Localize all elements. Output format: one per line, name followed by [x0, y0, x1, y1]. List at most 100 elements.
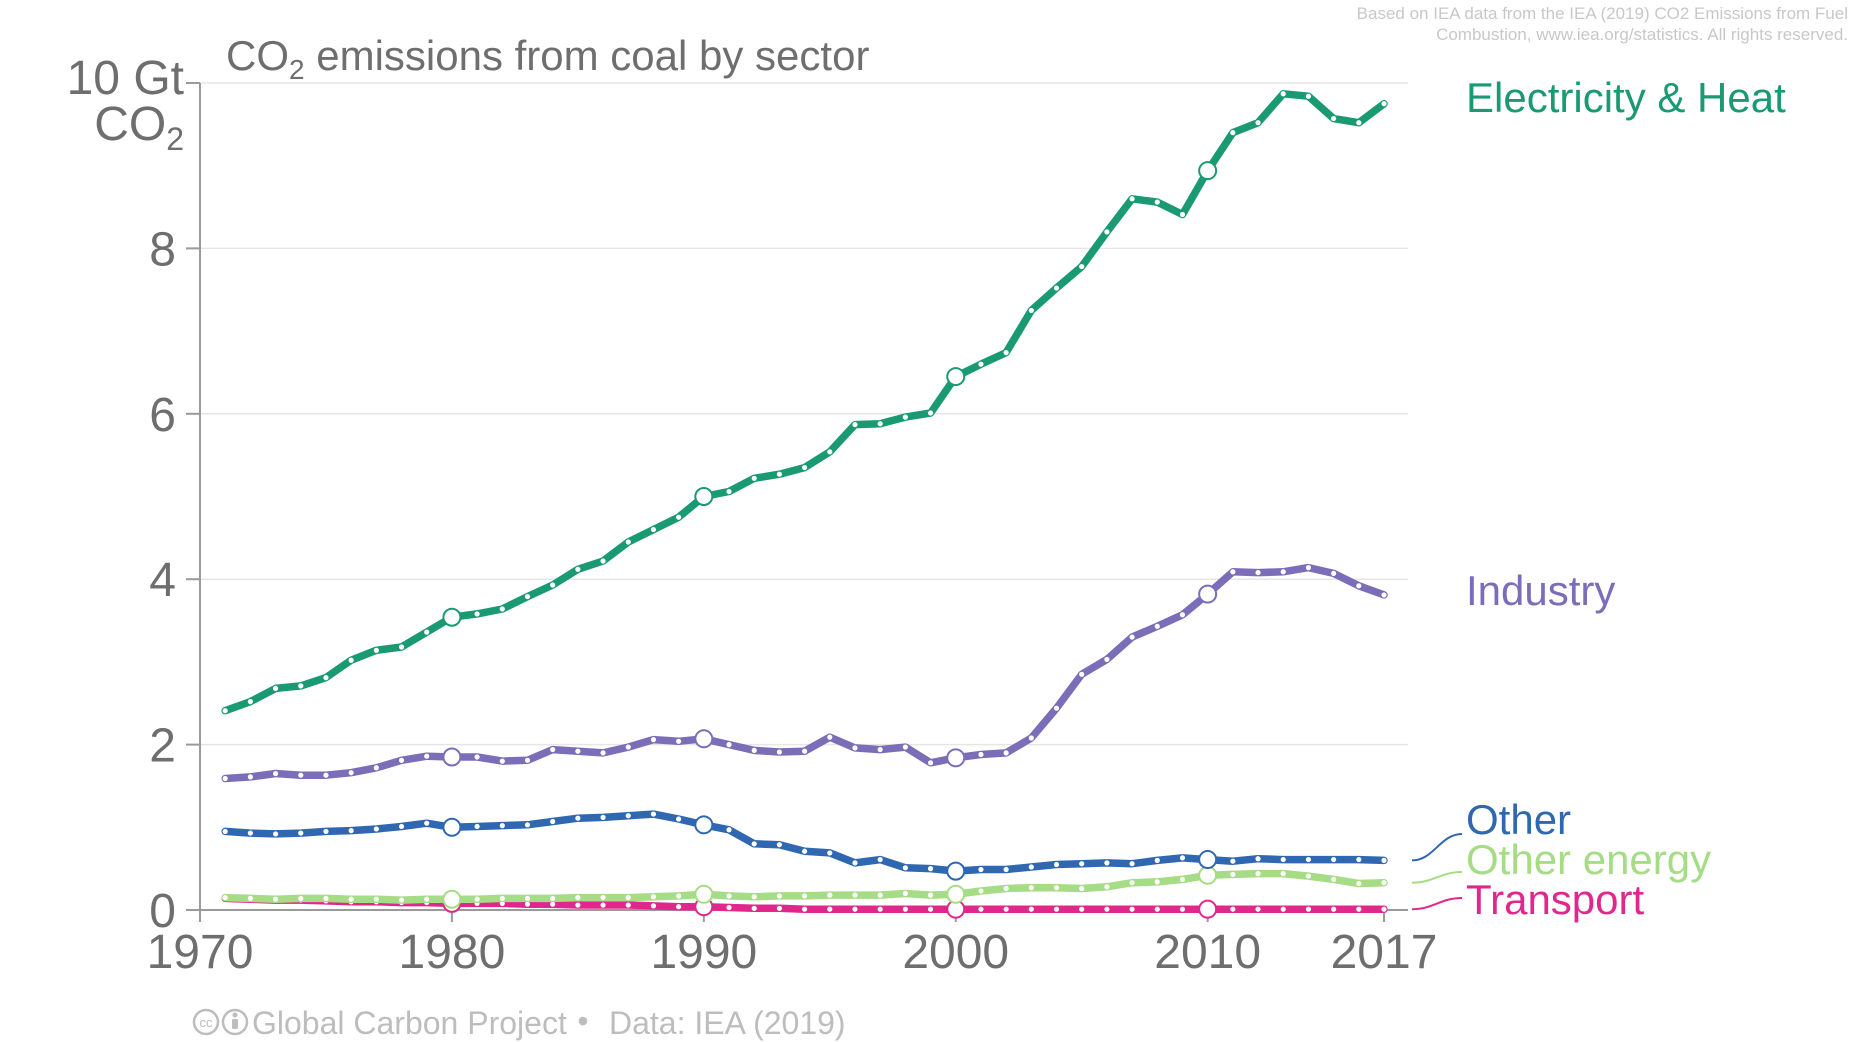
data-point — [1104, 860, 1110, 866]
data-point — [625, 813, 631, 819]
series-industry — [221, 563, 1388, 783]
data-point — [1255, 871, 1261, 877]
series-electricity-heat — [221, 90, 1388, 715]
data-point-highlight — [1198, 899, 1218, 919]
data-point — [323, 772, 329, 778]
data-point — [978, 906, 984, 912]
data-point — [1280, 871, 1286, 877]
data-point — [625, 894, 631, 901]
data-point-highlight — [946, 861, 966, 881]
data-point — [650, 903, 657, 909]
data-point — [852, 421, 858, 428]
data-point — [927, 410, 934, 416]
x-tick-label: 2017 — [1331, 926, 1438, 979]
data-point — [1079, 263, 1085, 270]
data-point — [751, 747, 757, 753]
data-point — [776, 749, 783, 755]
data-point — [1028, 864, 1034, 870]
data-point — [650, 526, 657, 533]
x-tick-label: 2000 — [902, 926, 1009, 979]
series-label-electricity-heat: Electricity & Heat — [1466, 74, 1786, 121]
y-tick-label: 0 — [149, 885, 176, 938]
credit-line-2: Combustion, www.iea.org/statistics. All … — [1436, 25, 1848, 44]
data-point — [1104, 229, 1110, 235]
data-point — [751, 475, 757, 481]
data-point — [1356, 906, 1362, 912]
x-tick-label: 1980 — [399, 926, 506, 979]
data-point — [1381, 101, 1387, 107]
data-point — [1154, 906, 1160, 912]
data-point — [726, 488, 732, 495]
data-point — [676, 816, 682, 822]
data-point — [222, 894, 228, 901]
data-point-highlight — [946, 367, 966, 387]
data-point — [1381, 906, 1387, 912]
x-tick-label: 1990 — [650, 926, 757, 979]
data-point — [827, 449, 833, 455]
data-point — [222, 775, 228, 782]
data-point — [348, 896, 354, 902]
series-lines — [221, 90, 1388, 919]
data-point — [1230, 130, 1236, 136]
data-point — [1230, 906, 1236, 912]
data-point — [1154, 623, 1160, 629]
data-point — [575, 748, 581, 754]
data-point — [298, 830, 304, 836]
data-point — [902, 414, 908, 420]
data-point — [298, 895, 304, 902]
data-point — [1331, 570, 1337, 577]
data-point — [575, 566, 581, 572]
y-unit-line-1: 10 Gt — [67, 52, 184, 105]
cc-icon: cc — [192, 1008, 220, 1036]
data-point — [902, 890, 908, 897]
data-point — [852, 745, 858, 751]
data-point — [1305, 565, 1312, 571]
data-point — [726, 742, 732, 748]
data-point — [676, 904, 682, 910]
data-point — [1331, 906, 1337, 912]
data-point — [1154, 857, 1160, 863]
leader-line-other — [1411, 833, 1463, 862]
data-point — [373, 826, 379, 832]
data-point — [298, 772, 304, 778]
data-point — [600, 814, 606, 820]
data-point — [1255, 569, 1261, 576]
data-point — [575, 815, 581, 821]
data-point — [1179, 211, 1186, 218]
data-point — [348, 770, 354, 776]
data-point — [272, 831, 279, 837]
data-point — [247, 698, 253, 705]
data-point — [1079, 906, 1085, 912]
data-point — [625, 902, 631, 908]
data-point-highlight — [946, 748, 966, 768]
data-point — [247, 895, 253, 902]
data-point — [424, 820, 430, 826]
data-point — [1003, 350, 1009, 356]
series-other — [221, 810, 1388, 881]
data-point — [1028, 735, 1034, 741]
data-point — [650, 894, 657, 900]
data-point — [247, 774, 253, 780]
data-point — [323, 675, 329, 681]
data-point — [373, 896, 379, 902]
footer-data-source: Data: IEA (2019) — [609, 1005, 846, 1041]
svg-text:cc: cc — [200, 1015, 214, 1030]
data-point — [424, 629, 430, 635]
data-point-highlight — [1198, 850, 1218, 870]
data-point — [776, 905, 783, 911]
data-point — [1305, 906, 1312, 912]
data-point — [499, 758, 505, 764]
data-point — [902, 906, 908, 912]
data-point — [927, 892, 934, 898]
data-point — [1079, 671, 1085, 677]
data-point — [398, 897, 405, 903]
data-point — [348, 657, 354, 663]
data-point — [1053, 705, 1060, 711]
data-point — [1255, 120, 1261, 126]
data-point — [877, 421, 883, 427]
data-point — [927, 866, 934, 872]
footer-attribution: Global Carbon Project — [252, 1005, 567, 1041]
data-point — [877, 906, 883, 912]
data-point — [298, 683, 304, 689]
data-point — [751, 841, 757, 847]
